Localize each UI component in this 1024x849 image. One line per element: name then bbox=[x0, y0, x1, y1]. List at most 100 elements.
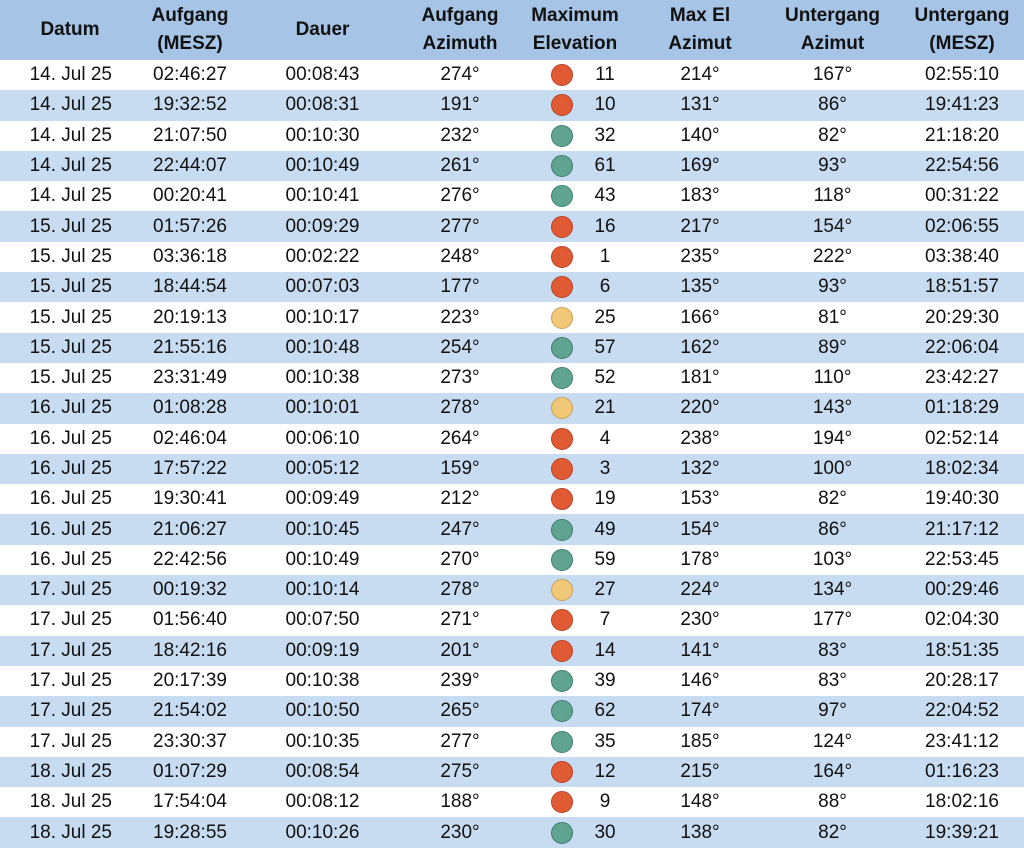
cell-aufgang-azimuth: 270° bbox=[440, 548, 480, 570]
cell-elevation-indicator bbox=[515, 757, 575, 787]
table-row: 16. Jul 25 21:06:27 00:10:45 247° 49 154° 86° 2… bbox=[0, 514, 1024, 545]
cell-datum: 15. Jul 25 bbox=[29, 215, 112, 237]
green-circle-icon bbox=[551, 700, 573, 723]
cell-max-el-azimut: 183° bbox=[680, 185, 720, 207]
cell-untergang-azimut: 100° bbox=[812, 458, 853, 479]
cell-aufgang: 20:17:39 bbox=[153, 670, 227, 692]
cell-untergang-mesz: 20:28:17 bbox=[925, 670, 999, 692]
cell-untergang-azimut: 118° bbox=[813, 185, 852, 207]
green-circle-icon bbox=[551, 730, 573, 753]
cell-max-el-azimut: 132° bbox=[680, 458, 720, 479]
cell-aufgang: 21:54:02 bbox=[153, 700, 227, 722]
header-dauer: Dauer bbox=[295, 19, 350, 40]
cell-max-elevation: 49 bbox=[594, 518, 616, 540]
cell-max-el-azimut: 217° bbox=[680, 215, 720, 237]
cell-untergang-azimut: 89° bbox=[818, 336, 847, 358]
cell-datum: 17. Jul 25 bbox=[29, 639, 112, 661]
cell-aufgang-azimuth: 247° bbox=[440, 518, 480, 540]
cell-max-el-azimut: 153° bbox=[680, 488, 720, 510]
cell-dauer: 00:08:12 bbox=[285, 791, 360, 813]
cell-aufgang-azimuth: 275° bbox=[440, 760, 480, 782]
cell-max-elevation: 16 bbox=[594, 215, 616, 237]
cell-dauer: 00:08:54 bbox=[285, 760, 360, 782]
cell-max-el-azimut: 215° bbox=[680, 760, 720, 782]
yellow-circle-icon bbox=[551, 397, 573, 420]
cell-untergang-azimut: 164° bbox=[812, 760, 853, 782]
cell-max-el-azimut: 185° bbox=[680, 730, 720, 752]
cell-aufgang: 23:31:49 bbox=[153, 367, 227, 389]
cell-untergang-azimut: 134° bbox=[812, 579, 853, 601]
table-row: 14. Jul 25 21:07:50 00:10:30 232° 32 140° 82° 2… bbox=[0, 120, 1024, 151]
cell-aufgang-azimuth: 271° bbox=[440, 609, 480, 631]
cell-datum: 14. Jul 25 bbox=[29, 155, 112, 177]
table-row: 17. Jul 25 00:19:32 00:10:14 278° 27 224° 134°… bbox=[0, 575, 1024, 606]
cell-dauer: 00:10:30 bbox=[285, 124, 360, 146]
cell-max-elevation: 35 bbox=[594, 730, 616, 752]
cell-aufgang-azimuth: 239° bbox=[440, 670, 480, 692]
cell-elevation-indicator bbox=[515, 424, 575, 454]
cell-aufgang: 17:57:22 bbox=[153, 458, 227, 479]
cell-untergang-mesz: 18:02:16 bbox=[925, 791, 999, 813]
cell-elevation-indicator bbox=[515, 211, 575, 241]
cell-aufgang: 17:54:04 bbox=[153, 791, 227, 813]
cell-max-elevation: 57 bbox=[594, 336, 616, 358]
cell-max-el-azimut: 166° bbox=[680, 306, 720, 328]
cell-untergang-mesz: 18:51:35 bbox=[925, 639, 999, 661]
cell-datum: 15. Jul 25 bbox=[29, 245, 112, 267]
cell-datum: 14. Jul 25 bbox=[29, 64, 112, 86]
table-row: 16. Jul 25 02:46:04 00:06:10 264° 4 238° 194° 0… bbox=[0, 423, 1024, 454]
cell-aufgang: 01:08:28 bbox=[153, 397, 227, 419]
cell-max-elevation: 39 bbox=[594, 670, 616, 692]
cell-max-el-azimut: 235° bbox=[680, 245, 720, 267]
table-row: 14. Jul 25 22:44:07 00:10:49 261° 61 169° 93° 2… bbox=[0, 150, 1024, 182]
cell-max-el-azimut: 238° bbox=[680, 427, 720, 449]
cell-aufgang: 03:36:18 bbox=[153, 245, 227, 267]
cell-datum: 18. Jul 25 bbox=[29, 791, 112, 813]
cell-aufgang: 20:19:13 bbox=[153, 306, 227, 328]
cell-aufgang: 02:46:27 bbox=[153, 64, 227, 86]
cell-datum: 14. Jul 25 bbox=[29, 185, 112, 207]
cell-dauer: 00:09:49 bbox=[285, 488, 360, 510]
cell-untergang-mesz: 22:54:56 bbox=[925, 155, 999, 177]
cell-untergang-mesz: 02:06:55 bbox=[925, 215, 999, 237]
cell-dauer: 00:10:26 bbox=[285, 821, 360, 843]
cell-datum: 18. Jul 25 bbox=[29, 760, 112, 782]
cell-dauer: 00:10:01 bbox=[285, 397, 360, 419]
cell-elevation-indicator bbox=[515, 666, 575, 696]
cell-datum: 17. Jul 25 bbox=[29, 609, 112, 631]
cell-elevation-indicator bbox=[515, 90, 575, 120]
cell-dauer: 00:10:35 bbox=[285, 730, 360, 752]
cell-dauer: 00:08:43 bbox=[285, 64, 360, 86]
red-circle-icon bbox=[551, 760, 573, 783]
cell-datum: 15. Jul 25 bbox=[29, 276, 112, 298]
table-row: 17. Jul 25 18:42:16 00:09:19 201° 14 141° 83° 1… bbox=[0, 635, 1024, 666]
table-row: 15. Jul 25 03:36:18 00:02:22 248° 1 235° 222° 0… bbox=[0, 241, 1024, 273]
cell-aufgang: 18:44:54 bbox=[153, 276, 227, 298]
cell-elevation-indicator bbox=[515, 333, 575, 363]
cell-untergang-mesz: 21:18:20 bbox=[925, 124, 999, 146]
table-row: 15. Jul 25 20:19:13 00:10:17 223° 25 166° 81° 2… bbox=[0, 302, 1024, 333]
cell-aufgang-azimuth: 177° bbox=[440, 276, 480, 298]
header-untergang-azimut: Untergang Azimut bbox=[785, 5, 881, 54]
cell-max-el-azimut: 148° bbox=[680, 791, 720, 813]
cell-max-el-azimut: 162° bbox=[680, 336, 720, 358]
cell-untergang-mesz: 03:38:40 bbox=[925, 245, 999, 267]
cell-elevation-indicator bbox=[515, 454, 575, 484]
cell-max-el-azimut: 178° bbox=[680, 548, 720, 570]
cell-untergang-mesz: 19:39:21 bbox=[925, 821, 999, 843]
cell-elevation-indicator bbox=[515, 545, 575, 575]
cell-untergang-mesz: 18:51:57 bbox=[925, 276, 999, 298]
cell-aufgang: 21:55:16 bbox=[153, 336, 227, 358]
cell-elevation-indicator bbox=[515, 151, 575, 181]
table-row: 16. Jul 25 17:57:22 00:05:12 159° 3 132° 100° 1… bbox=[0, 453, 1024, 485]
cell-untergang-azimut: 110° bbox=[813, 367, 852, 389]
cell-untergang-mesz: 02:55:10 bbox=[925, 64, 999, 86]
header-aufgang-azimuth: Aufgang Azimuth bbox=[421, 5, 499, 54]
green-circle-icon bbox=[551, 336, 573, 359]
cell-aufgang-azimuth: 261° bbox=[440, 155, 480, 177]
cell-untergang-mesz: 00:31:22 bbox=[925, 185, 999, 207]
cell-max-elevation: 1 bbox=[599, 245, 611, 267]
header-row: Datum Aufgang (MESZ) Dauer Aufgang Azimu… bbox=[0, 0, 1024, 60]
cell-max-elevation: 59 bbox=[594, 548, 616, 570]
cell-aufgang-azimuth: 278° bbox=[440, 579, 480, 601]
